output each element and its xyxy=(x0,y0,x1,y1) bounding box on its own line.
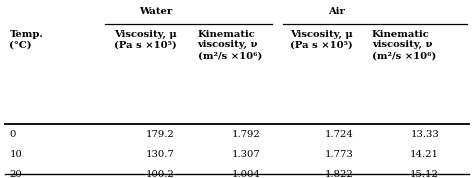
Text: 13.33: 13.33 xyxy=(410,130,439,139)
Text: Viscosity, μ
(Pa s ×10⁵): Viscosity, μ (Pa s ×10⁵) xyxy=(291,30,353,49)
Text: 179.2: 179.2 xyxy=(146,130,174,139)
Text: Air: Air xyxy=(328,7,346,16)
Text: Kinematic
viscosity, ν
(m²/s ×10⁶): Kinematic viscosity, ν (m²/s ×10⁶) xyxy=(372,30,436,60)
Text: 1.773: 1.773 xyxy=(324,150,353,159)
Text: Water: Water xyxy=(139,7,173,16)
Text: Kinematic
viscosity, ν
(m²/s ×10⁶): Kinematic viscosity, ν (m²/s ×10⁶) xyxy=(198,30,262,60)
Text: 1.004: 1.004 xyxy=(231,170,260,178)
Text: 1.792: 1.792 xyxy=(231,130,260,139)
Text: 15.12: 15.12 xyxy=(410,170,439,178)
Text: 100.2: 100.2 xyxy=(146,170,174,178)
Text: 130.7: 130.7 xyxy=(146,150,174,159)
Text: 14.21: 14.21 xyxy=(410,150,439,159)
Text: Temp.
(°C): Temp. (°C) xyxy=(9,30,43,49)
Text: 20: 20 xyxy=(9,170,22,178)
Text: 1.724: 1.724 xyxy=(324,130,353,139)
Text: 1.822: 1.822 xyxy=(324,170,353,178)
Text: 10: 10 xyxy=(9,150,22,159)
Text: 1.307: 1.307 xyxy=(231,150,260,159)
Text: Viscosity, μ
(Pa s ×10⁵): Viscosity, μ (Pa s ×10⁵) xyxy=(114,30,177,49)
Text: 0: 0 xyxy=(9,130,16,139)
